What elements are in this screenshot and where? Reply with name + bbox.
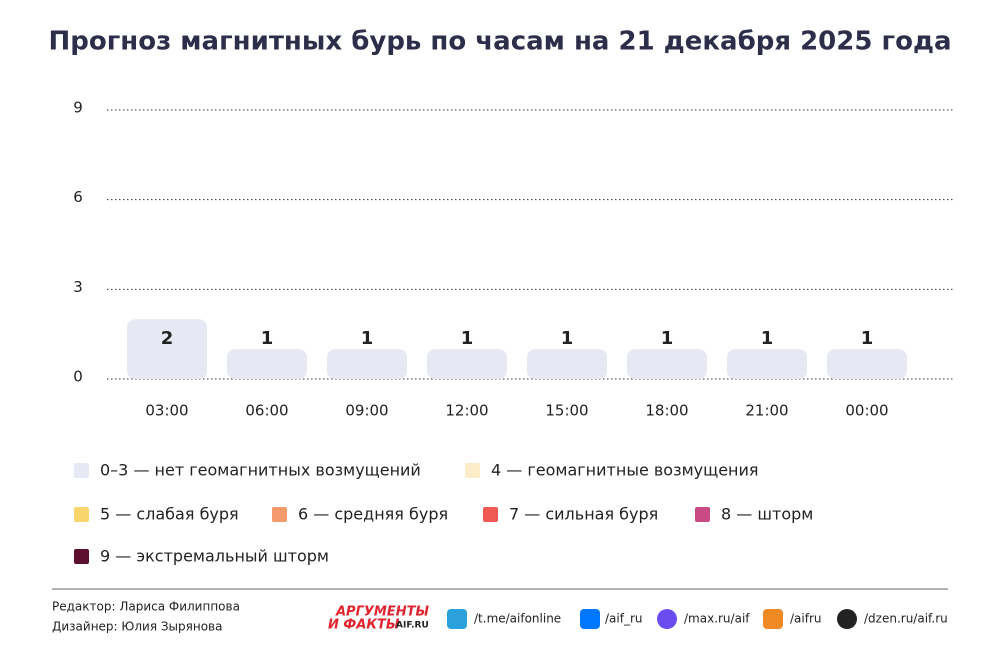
value-label: 1 — [661, 328, 674, 349]
social-link[interactable]: /dzen.ru/aif.ru — [864, 612, 948, 626]
legend-swatch — [272, 507, 287, 522]
value-label: 1 — [861, 328, 874, 349]
y-tick-label: 0 — [73, 368, 83, 386]
legend-swatch — [695, 507, 710, 522]
value-label: 2 — [161, 328, 174, 349]
x-tick-label: 12:00 — [445, 402, 488, 420]
bar — [527, 349, 607, 379]
legend-swatch — [74, 463, 89, 478]
social-link[interactable]: /aif_ru — [605, 612, 643, 626]
bar — [727, 349, 807, 379]
vk-icon — [580, 609, 600, 629]
legend-label: 0–3 — нет геомагнитных возмущений — [100, 461, 421, 480]
editor: Редактор: Лариса Филиппова — [52, 600, 240, 614]
x-tick-label: 06:00 — [245, 402, 288, 420]
max-icon — [657, 609, 677, 629]
value-label: 1 — [461, 328, 474, 349]
x-tick-label: 00:00 — [845, 402, 888, 420]
legend-swatch — [465, 463, 480, 478]
value-label: 1 — [261, 328, 274, 349]
dzen-icon — [837, 609, 857, 629]
bar — [827, 349, 907, 379]
legend-label: 6 — средняя буря — [298, 505, 448, 524]
x-tick-label: 15:00 — [545, 402, 588, 420]
telegram-icon — [447, 609, 467, 629]
logo-line-3: AIF.RU — [396, 621, 429, 631]
social-link[interactable]: /aifru — [790, 612, 822, 626]
social-link[interactable]: /t.me/aifonline — [474, 612, 561, 626]
ok-icon — [763, 609, 783, 629]
social-link[interactable]: /max.ru/aif — [684, 612, 750, 626]
legend-swatch — [483, 507, 498, 522]
legend-swatch — [74, 507, 89, 522]
legend-label: 4 — геомагнитные возмущения — [491, 461, 759, 480]
logo-line-2: И ФАКТЫ — [328, 618, 400, 633]
bar — [227, 349, 307, 379]
value-label: 1 — [361, 328, 374, 349]
y-tick-label: 3 — [73, 278, 83, 296]
bar — [127, 319, 207, 379]
legend-label: 7 — сильная буря — [509, 505, 658, 524]
value-label: 1 — [761, 328, 774, 349]
y-tick-label: 6 — [73, 188, 83, 206]
x-tick-label: 03:00 — [145, 402, 188, 420]
y-tick-label: 9 — [73, 99, 83, 117]
value-label: 1 — [561, 328, 574, 349]
bar — [627, 349, 707, 379]
x-tick-label: 18:00 — [645, 402, 688, 420]
logo-line-1: АРГУМЕНТЫ — [335, 605, 429, 620]
bar — [327, 349, 407, 379]
x-tick-label: 09:00 — [345, 402, 388, 420]
legend-label: 8 — шторм — [721, 505, 813, 524]
x-tick-label: 21:00 — [745, 402, 788, 420]
bar — [427, 349, 507, 379]
legend-swatch — [74, 549, 89, 564]
designer: Дизайнер: Юлия Зырянова — [52, 620, 222, 634]
chart-title: Прогноз магнитных бурь по часам на 21 де… — [48, 27, 951, 57]
legend-label: 9 — экстремальный шторм — [100, 547, 329, 566]
legend-label: 5 — слабая буря — [100, 505, 239, 524]
